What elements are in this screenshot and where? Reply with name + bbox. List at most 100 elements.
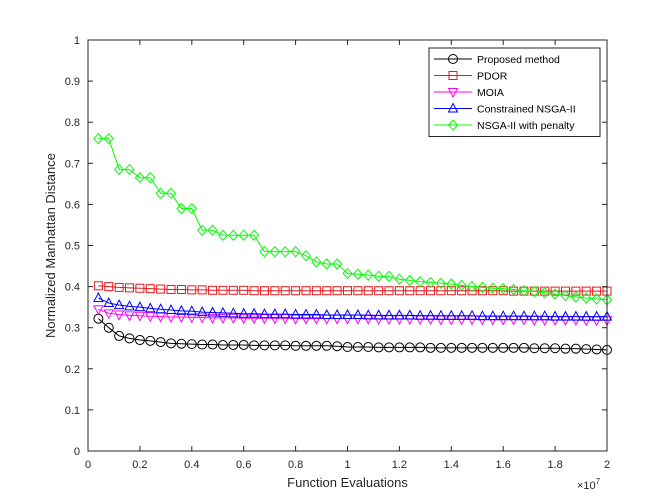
data-point	[311, 308, 322, 319]
data-point	[311, 286, 321, 296]
legend-item: PDOR	[434, 71, 508, 83]
data-point	[197, 285, 207, 295]
data-point	[155, 303, 166, 314]
data-point	[124, 300, 135, 311]
x-tick-label: 1	[344, 459, 350, 471]
data-point	[581, 292, 592, 304]
data-point	[404, 309, 416, 320]
data-point	[550, 286, 560, 296]
data-point	[529, 343, 540, 354]
data-point	[165, 187, 177, 200]
data-point	[134, 301, 146, 312]
data-point	[591, 310, 602, 321]
data-point	[425, 276, 436, 289]
x-tick-label: 1.6	[496, 459, 511, 471]
data-point	[144, 302, 156, 313]
data-point	[259, 286, 269, 296]
legend-swatch-marker	[447, 88, 459, 99]
data-point	[425, 342, 436, 353]
data-point	[383, 270, 395, 283]
data-point	[176, 304, 187, 315]
data-point	[238, 314, 250, 325]
data-point	[280, 245, 291, 258]
y-tick-label: 0.9	[65, 76, 80, 88]
data-point	[405, 286, 415, 296]
data-point	[426, 286, 436, 296]
data-point	[300, 308, 312, 319]
data-point	[362, 309, 374, 320]
data-point	[466, 309, 478, 320]
x-tick-label: 1.4	[444, 459, 459, 471]
data-point	[134, 311, 146, 322]
data-point	[425, 309, 436, 320]
data-point	[290, 308, 301, 319]
legend-item: MOIA	[434, 87, 504, 99]
y-tick-label: 0.6	[65, 199, 80, 211]
data-point	[415, 342, 426, 353]
legend-item: Constrained NSGA-II	[434, 102, 576, 116]
data-point	[114, 330, 125, 341]
data-point	[414, 275, 426, 288]
data-point	[353, 286, 363, 296]
data-point	[592, 286, 602, 296]
data-point	[197, 224, 208, 237]
data-point	[134, 335, 145, 346]
data-point	[467, 342, 478, 353]
data-point	[321, 308, 333, 319]
data-point	[218, 285, 228, 295]
data-point	[456, 342, 467, 353]
data-point	[550, 343, 561, 354]
data-point	[103, 296, 115, 308]
data-point	[207, 224, 218, 237]
legend-swatch-marker	[448, 71, 458, 80]
data-point	[374, 286, 384, 296]
data-point	[217, 229, 229, 241]
data-point	[457, 286, 467, 296]
data-point	[207, 313, 218, 324]
data-point	[331, 258, 343, 270]
data-point	[165, 303, 177, 315]
legend: Proposed method PDOR MOIA Constrained NSGA-…	[428, 47, 601, 137]
data-point	[103, 309, 115, 320]
data-point	[104, 282, 114, 292]
x-tick-label: 1.8	[547, 459, 562, 471]
data-point	[591, 344, 602, 355]
data-point	[155, 187, 166, 200]
legend-label: NSGA-II with penalty	[477, 120, 575, 132]
data-point	[207, 306, 218, 317]
data-point	[487, 310, 499, 321]
data-point	[249, 340, 260, 351]
data-point	[249, 286, 259, 296]
x-tick-label: 0	[85, 459, 91, 471]
data-point	[135, 283, 145, 293]
data-point	[529, 285, 540, 298]
data-point	[217, 313, 229, 324]
data-point	[352, 342, 363, 353]
data-point	[186, 313, 198, 324]
data-point	[270, 286, 280, 296]
data-point	[300, 250, 312, 262]
data-point	[227, 307, 239, 318]
data-point	[539, 310, 551, 321]
data-point	[217, 306, 229, 317]
data-point	[300, 314, 312, 325]
data-point	[186, 305, 198, 316]
data-point	[435, 342, 446, 353]
y-tick-label: 0.1	[65, 405, 80, 417]
data-point	[571, 286, 581, 296]
series-constrained-nsga-ii	[93, 292, 613, 321]
data-point	[508, 342, 519, 353]
data-point	[487, 282, 498, 294]
data-point	[456, 279, 467, 292]
x-axis-exponent-power: 7	[596, 477, 601, 486]
data-point	[124, 333, 135, 344]
data-point	[301, 286, 311, 296]
data-point	[290, 314, 301, 325]
data-point	[124, 163, 135, 176]
y-tick-label: 0	[74, 446, 80, 458]
data-point	[560, 310, 571, 321]
data-point	[290, 245, 301, 258]
data-point	[570, 291, 582, 303]
data-point	[259, 308, 270, 319]
data-point	[570, 343, 581, 354]
